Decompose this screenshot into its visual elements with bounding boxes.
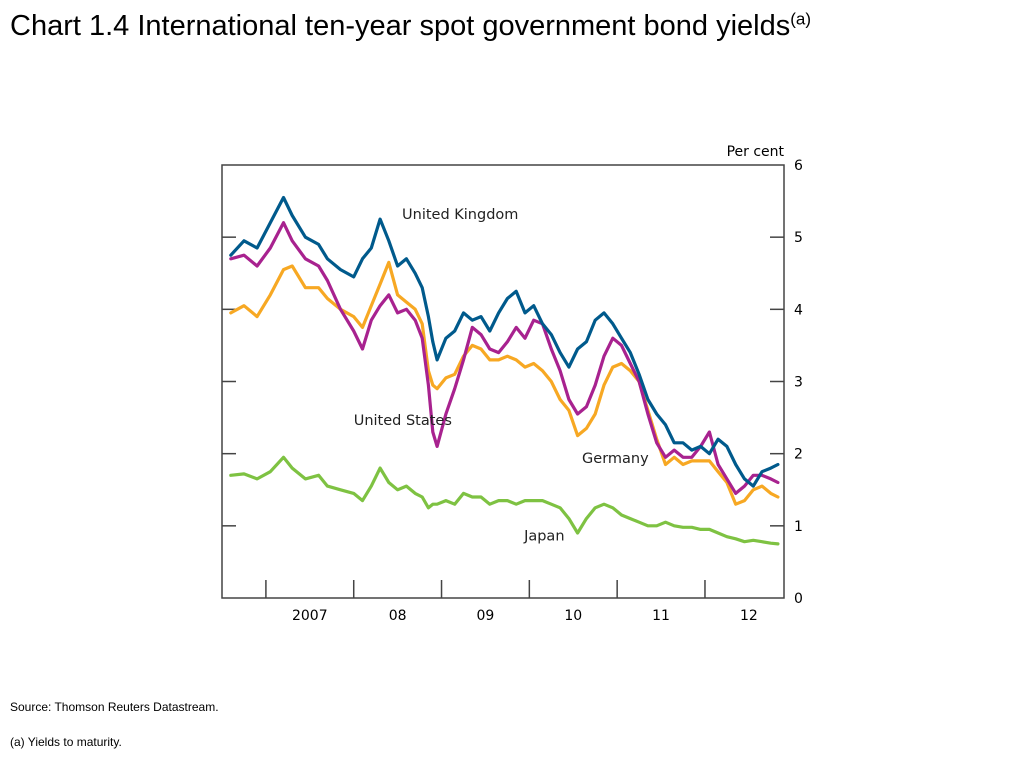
x-tick-label: 10 bbox=[564, 608, 582, 624]
series-line-united-states bbox=[229, 221, 780, 495]
x-axis: 2007 08 09 10 11 12 bbox=[265, 580, 758, 624]
series-line-japan bbox=[229, 455, 780, 546]
page-title: Chart 1.4 International ten-year spot go… bbox=[10, 10, 811, 43]
y-axis-label: Per cent bbox=[727, 144, 785, 160]
y-axis: 0 1 2 3 4 5 6 bbox=[222, 158, 803, 607]
y-tick-label: 0 bbox=[794, 591, 803, 607]
title-footnote-marker: (a) bbox=[790, 9, 812, 29]
x-tick-label: 12 bbox=[740, 608, 758, 624]
x-tick-label: 08 bbox=[389, 608, 407, 624]
series-label-germany: Germany bbox=[582, 451, 649, 467]
y-tick-label: 3 bbox=[794, 375, 803, 391]
series-labels: United Kingdom United States Germany Japan bbox=[354, 207, 649, 544]
series-label-japan: Japan bbox=[523, 528, 564, 544]
y-tick-label: 4 bbox=[794, 302, 803, 318]
y-tick-label: 2 bbox=[794, 447, 803, 463]
y-tick-label: 5 bbox=[794, 230, 803, 246]
series-line-germany bbox=[229, 260, 780, 506]
x-tick-label: 11 bbox=[652, 608, 670, 624]
plot-frame bbox=[221, 164, 785, 599]
y-tick-label: 1 bbox=[794, 519, 803, 535]
x-tick-label: 09 bbox=[477, 608, 495, 624]
x-tick-label: 2007 bbox=[292, 608, 328, 624]
y-tick-label: 6 bbox=[794, 158, 803, 174]
series-line-united-kingdom bbox=[229, 195, 780, 488]
series-label-united-kingdom: United Kingdom bbox=[402, 207, 518, 223]
series-label-united-states: United States bbox=[354, 413, 452, 429]
footnote: (a) Yields to maturity. bbox=[10, 735, 122, 749]
source-note: Source: Thomson Reuters Datastream. bbox=[10, 700, 219, 714]
series-lines bbox=[229, 195, 780, 546]
title-text: Chart 1.4 International ten-year spot go… bbox=[10, 10, 791, 42]
